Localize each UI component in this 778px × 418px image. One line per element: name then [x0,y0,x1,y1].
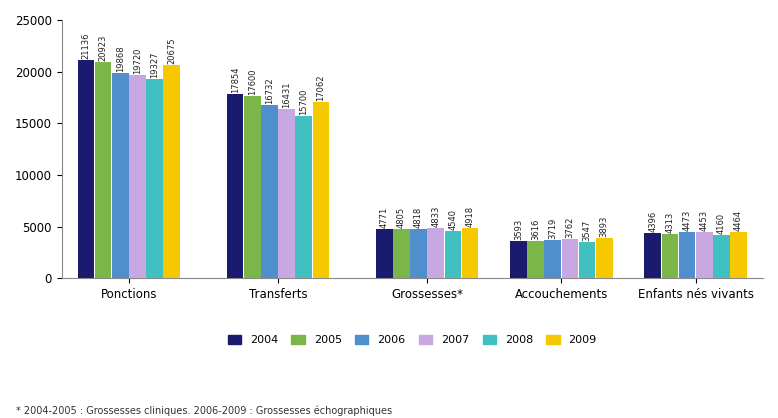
Text: 17062: 17062 [317,74,325,101]
Bar [393,229,410,278]
Bar [112,73,128,278]
Text: 3762: 3762 [566,217,574,238]
Text: 17854: 17854 [230,66,240,93]
Text: 3893: 3893 [600,216,608,237]
Text: 20923: 20923 [99,35,107,61]
Bar [410,229,427,278]
Bar [313,102,329,278]
Text: 17600: 17600 [247,69,257,95]
Bar [562,240,578,278]
Legend: 2004, 2005, 2006, 2007, 2008, 2009: 2004, 2005, 2006, 2007, 2008, 2009 [223,331,601,350]
Text: 20675: 20675 [167,37,177,64]
Text: 16431: 16431 [282,81,291,107]
Bar [163,65,180,278]
Bar [661,234,678,278]
Bar [376,229,393,278]
Text: 19327: 19327 [150,51,159,78]
Bar [261,105,278,278]
Text: 4918: 4918 [465,205,475,227]
Bar [146,79,163,278]
Text: 4540: 4540 [448,209,457,230]
Bar [427,228,444,278]
Text: 4453: 4453 [699,210,709,231]
Bar [579,242,595,278]
Bar [678,232,696,278]
Bar [244,97,261,278]
Text: 3593: 3593 [514,219,523,240]
Bar [461,227,478,278]
Text: 3719: 3719 [548,218,557,239]
Text: 19720: 19720 [133,47,142,74]
Text: 19868: 19868 [116,46,124,72]
Text: 4473: 4473 [682,210,692,231]
Bar [596,238,612,278]
Bar [696,232,713,278]
Text: 4805: 4805 [397,206,406,228]
Text: 21136: 21136 [82,33,90,59]
Bar [731,232,747,278]
Bar [527,241,544,278]
Bar [296,116,312,278]
Text: 4464: 4464 [734,210,743,231]
Bar [129,74,145,278]
Bar [510,241,527,278]
Text: 4771: 4771 [380,207,389,228]
Bar [444,232,461,278]
Text: 16732: 16732 [265,78,274,104]
Bar [78,60,94,278]
Text: 3616: 3616 [531,219,540,240]
Bar [95,62,111,278]
Text: * 2004-2005 : Grossesses cliniques. 2006-2009 : Grossesses échographiques: * 2004-2005 : Grossesses cliniques. 2006… [16,405,391,416]
Bar [713,235,730,278]
Text: 4396: 4396 [648,211,657,232]
Text: 4160: 4160 [717,213,726,234]
Bar [545,240,561,278]
Bar [279,109,295,278]
Text: 4818: 4818 [414,206,423,227]
Text: 4313: 4313 [665,212,675,233]
Bar [227,94,244,278]
Bar [644,233,661,278]
Text: 3547: 3547 [583,219,591,241]
Text: 15700: 15700 [300,89,308,115]
Text: 4833: 4833 [431,206,440,227]
